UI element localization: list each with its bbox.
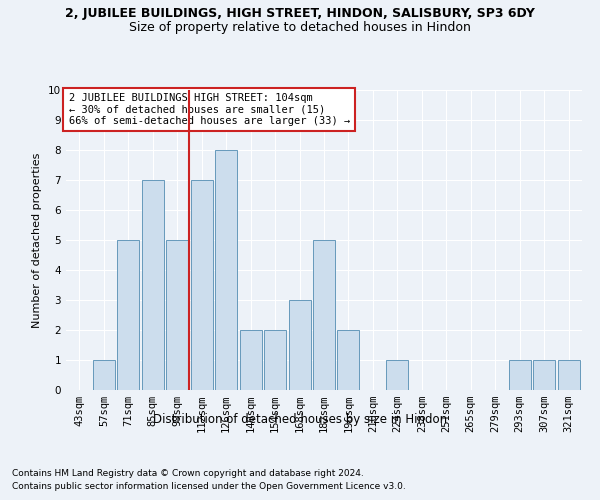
- Y-axis label: Number of detached properties: Number of detached properties: [32, 152, 43, 328]
- Text: 2 JUBILEE BUILDINGS HIGH STREET: 104sqm
← 30% of detached houses are smaller (15: 2 JUBILEE BUILDINGS HIGH STREET: 104sqm …: [68, 93, 350, 126]
- Bar: [142, 180, 164, 390]
- Bar: [557, 360, 580, 390]
- Text: 2, JUBILEE BUILDINGS, HIGH STREET, HINDON, SALISBURY, SP3 6DY: 2, JUBILEE BUILDINGS, HIGH STREET, HINDO…: [65, 8, 535, 20]
- Text: Distribution of detached houses by size in Hindon: Distribution of detached houses by size …: [153, 412, 447, 426]
- Bar: [337, 330, 359, 390]
- Bar: [509, 360, 530, 390]
- Bar: [386, 360, 409, 390]
- Bar: [264, 330, 286, 390]
- Bar: [313, 240, 335, 390]
- Text: Size of property relative to detached houses in Hindon: Size of property relative to detached ho…: [129, 21, 471, 34]
- Bar: [533, 360, 555, 390]
- Bar: [118, 240, 139, 390]
- Bar: [215, 150, 237, 390]
- Text: Contains public sector information licensed under the Open Government Licence v3: Contains public sector information licen…: [12, 482, 406, 491]
- Text: Contains HM Land Registry data © Crown copyright and database right 2024.: Contains HM Land Registry data © Crown c…: [12, 468, 364, 477]
- Bar: [166, 240, 188, 390]
- Bar: [191, 180, 213, 390]
- Bar: [239, 330, 262, 390]
- Bar: [93, 360, 115, 390]
- Bar: [289, 300, 311, 390]
